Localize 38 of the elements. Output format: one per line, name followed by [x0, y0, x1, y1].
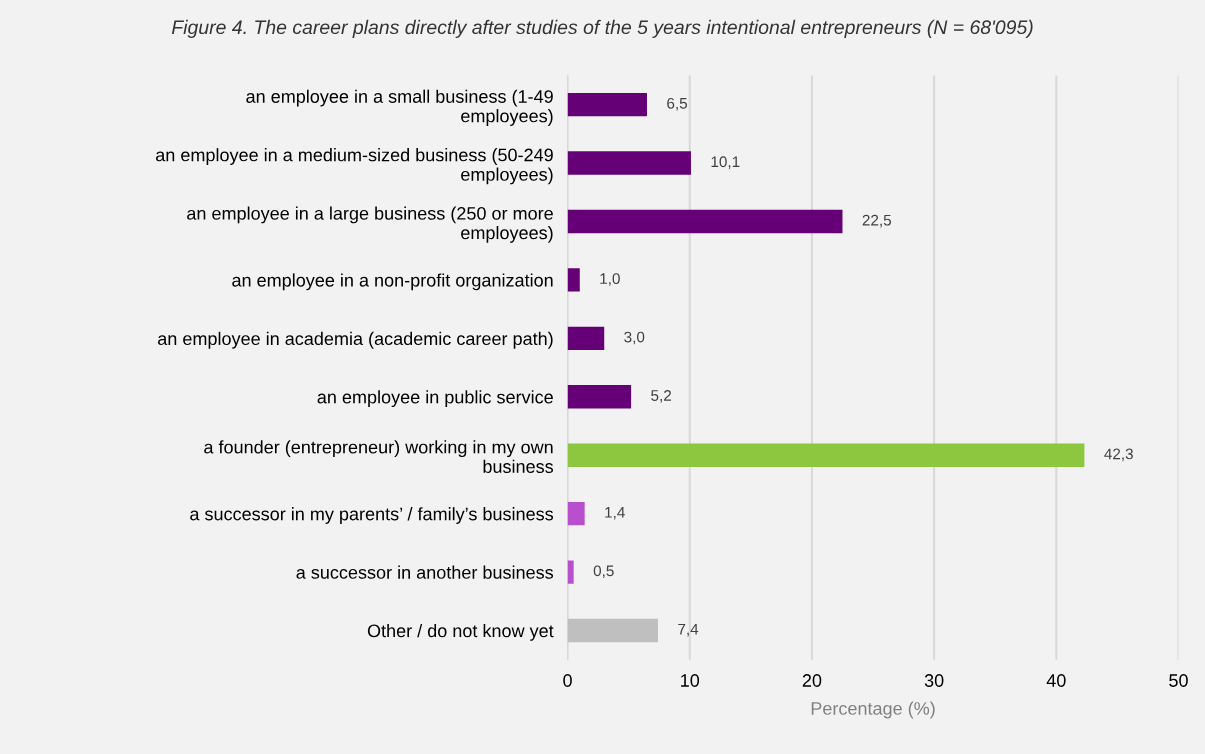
- data-label: 42,3: [1104, 448, 1133, 462]
- x-tick-label: 0: [563, 674, 572, 687]
- bar: [567, 560, 574, 584]
- data-label: 1,0: [600, 273, 620, 286]
- data-label: 6,5: [667, 97, 688, 111]
- y-tick-label: a founder (entrepreneur) working in my own business: [204, 440, 554, 473]
- data-label: 3,0: [624, 331, 645, 345]
- bar: [567, 443, 1085, 467]
- chart-title: Figure 4. The career plans directly after studies of the 5 years intentional entrepreneurs (N = 68'095): [171, 19, 1033, 38]
- bar: [567, 151, 691, 175]
- y-tick-label: an employee in a medium-sized business (50-249 employees): [156, 148, 553, 185]
- bar: [567, 501, 585, 526]
- data-label: 0,5: [593, 565, 614, 578]
- data-label: 22,5: [862, 214, 892, 228]
- bar: [567, 385, 632, 409]
- bar: [567, 618, 658, 643]
- y-tick-label: an employee in a small business (1-49 employees): [246, 89, 553, 126]
- bar: [567, 209, 843, 234]
- data-label: 10,1: [711, 156, 740, 169]
- x-tick-label: 10: [681, 674, 700, 687]
- bar: [567, 268, 580, 292]
- data-label: 7,4: [678, 623, 699, 637]
- y-tick-label: an employee in public service: [317, 390, 553, 408]
- y-tick-label: a successor in another business: [296, 565, 554, 579]
- y-tick-label: an employee in a large business (250 or more employees): [187, 206, 553, 243]
- data-label: 1,4: [605, 507, 625, 520]
- y-tick-label: an employee in a non-profit organization: [232, 273, 553, 291]
- x-tick-label: 20: [802, 674, 822, 687]
- y-tick-label: Other / do not know yet: [367, 623, 554, 641]
- x-tick-label: 50: [1169, 674, 1188, 687]
- x-tick-label: 30: [924, 674, 944, 687]
- bar: [567, 326, 605, 351]
- y-tick-label: a successor in my parents’ / family’s business: [190, 507, 554, 524]
- data-label: 5,2: [651, 390, 672, 403]
- bar: [567, 92, 647, 117]
- y-tick-label: an employee in academia (academic career path): [158, 331, 553, 349]
- x-tick-label: 40: [1046, 674, 1066, 687]
- x-axis-title: Percentage (%): [811, 701, 935, 719]
